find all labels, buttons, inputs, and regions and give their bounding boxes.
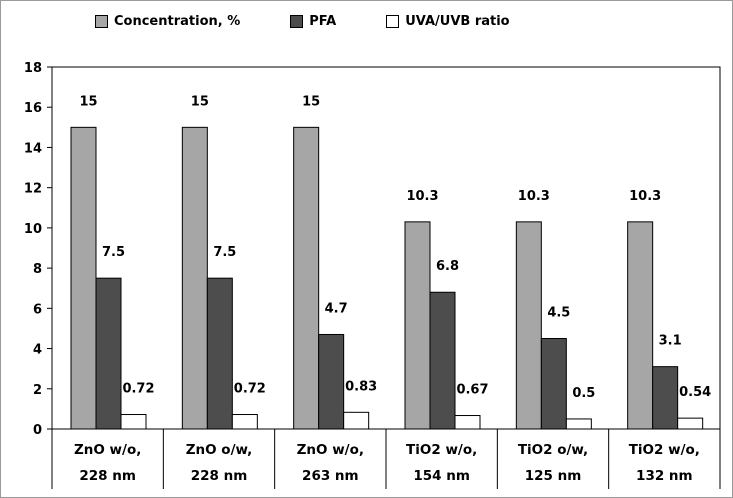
y-tick-label: 12	[24, 182, 42, 197]
y-tick-label: 8	[33, 262, 42, 277]
data-label: 0.72	[234, 382, 266, 397]
bar	[293, 126, 320, 430]
bar	[515, 221, 542, 430]
data-label: 10.3	[629, 189, 661, 204]
category-label: TiO2 w/o,	[406, 442, 477, 458]
legend-item-pfa: PFA	[290, 14, 336, 29]
bar	[429, 291, 456, 430]
bar	[231, 414, 258, 430]
data-label: 0.83	[345, 379, 377, 394]
y-tick-label: 2	[33, 383, 42, 398]
bar	[677, 417, 704, 430]
bar	[404, 221, 431, 430]
bar	[565, 418, 592, 430]
legend-swatch-pfa	[290, 14, 304, 28]
data-label: 3.1	[659, 334, 682, 349]
y-tick-label: 16	[24, 101, 42, 116]
category-label: 125 nm	[525, 468, 582, 484]
legend-label-uva-uvb-ratio: UVA/UVB ratio	[405, 13, 510, 29]
bar	[206, 277, 233, 430]
category-label: ZnO w/o,	[74, 442, 141, 458]
plot-area	[51, 66, 721, 430]
category-label: 132 nm	[636, 468, 693, 484]
y-tick-label: 10	[24, 222, 42, 237]
y-tick-label: 14	[24, 141, 42, 156]
category-label: TiO2 o/w,	[518, 442, 588, 458]
bar	[120, 414, 147, 430]
data-label: 7.5	[102, 245, 125, 260]
y-tick-label: 0	[33, 423, 42, 438]
category-label: TiO2 w/o,	[629, 442, 700, 458]
y-tick-label: 4	[33, 343, 42, 358]
bar	[95, 277, 122, 430]
category-label: 228 nm	[191, 468, 248, 484]
data-label: 7.5	[213, 245, 236, 260]
legend-item-uva-uvb-ratio: UVA/UVB ratio	[386, 13, 510, 29]
bar	[318, 333, 345, 430]
data-label: 10.3	[406, 189, 438, 204]
legend-item-concentration: Concentration, %	[95, 14, 240, 29]
data-label: 0.72	[122, 382, 154, 397]
category-label: 154 nm	[413, 468, 470, 484]
category-label: 228 nm	[79, 468, 136, 484]
bar	[540, 338, 567, 430]
legend-label-concentration: Concentration, %	[114, 13, 241, 29]
data-label: 4.5	[547, 306, 570, 321]
data-label: 0.67	[456, 383, 488, 398]
y-tick-label: 6	[33, 302, 42, 317]
data-label: 10.3	[518, 189, 550, 204]
legend: Concentration, % PFA UVA/UVB ratio	[95, 10, 560, 32]
category-label: ZnO o/w,	[186, 442, 253, 458]
y-tick-label: 18	[24, 61, 42, 76]
data-label: 15	[302, 94, 320, 109]
data-label: 6.8	[436, 259, 459, 274]
category-label: ZnO w/o,	[297, 442, 364, 458]
bar	[454, 415, 481, 430]
bar	[181, 126, 208, 430]
data-label: 0.5	[572, 386, 595, 401]
data-label: 4.7	[325, 301, 348, 316]
data-label: 15	[79, 94, 97, 109]
legend-swatch-concentration	[95, 14, 108, 28]
data-label: 0.54	[679, 385, 711, 400]
data-label: 15	[191, 94, 209, 109]
bar	[343, 411, 370, 430]
legend-swatch-uva-uvb-ratio	[386, 14, 400, 28]
bar	[652, 366, 679, 430]
bar	[627, 221, 654, 430]
bar	[70, 126, 97, 430]
category-label: 263 nm	[302, 468, 359, 484]
legend-label-pfa: PFA	[309, 13, 337, 29]
